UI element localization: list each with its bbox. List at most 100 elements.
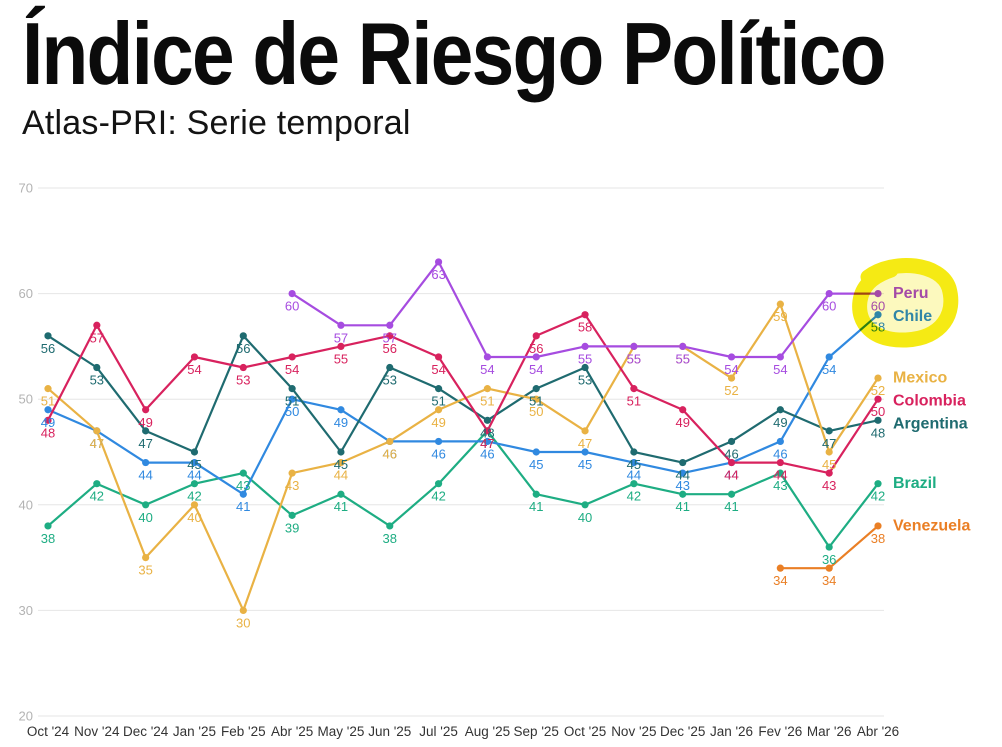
series-name-label-venezuela: Venezuela: [893, 517, 970, 534]
data-label-mexico: 55: [675, 351, 689, 366]
data-label-argentina: 51: [431, 394, 445, 409]
data-point-peru: [727, 353, 736, 361]
data-point-mexico: [93, 427, 101, 435]
data-point-colombia: [581, 311, 589, 319]
data-label-mexico: 35: [138, 563, 152, 578]
data-label-peru: 63: [431, 267, 445, 282]
data-label-mexico: 52: [724, 383, 738, 398]
data-point-colombia: [630, 385, 638, 393]
data-label-chile: 49: [41, 415, 55, 430]
data-point-chile: [239, 490, 247, 498]
data-labels-layer: 38 42 40 42 43 39 41 38 42 47 41 40 42 41 41 43 36 42 49 47…: [41, 267, 885, 630]
data-label-brazil: 43: [773, 478, 787, 493]
data-point-mexico: [776, 300, 784, 308]
data-label-argentina: 48: [871, 425, 885, 440]
data-point-brazil: [630, 480, 638, 488]
data-label-chile: 49: [334, 415, 348, 430]
data-point-brazil: [532, 490, 540, 498]
data-label-mexico: 59: [773, 309, 787, 324]
data-points-layer: [44, 258, 882, 615]
data-point-brazil: [337, 490, 345, 498]
data-label-argentina: 45: [187, 457, 201, 472]
data-label-argentina: 53: [383, 373, 397, 388]
data-point-argentina: [434, 385, 443, 393]
data-point-argentina: [483, 416, 492, 424]
data-label-chile: 50: [285, 404, 299, 419]
x-tick-label: Mar '26: [807, 724, 852, 739]
data-point-mexico: [190, 501, 199, 509]
series-name-label-argentina: Argentina: [893, 416, 968, 433]
data-point-colombia: [874, 395, 882, 403]
data-label-brazil: 42: [431, 489, 445, 504]
grid-layer: [38, 187, 884, 717]
data-point-chile: [679, 469, 687, 477]
series-line-mexico: [46, 303, 880, 612]
data-point-chile: [142, 458, 150, 467]
data-label-brazil: 41: [529, 499, 543, 514]
data-label-argentina: 51: [285, 394, 299, 409]
data-point-colombia: [288, 353, 296, 361]
data-label-peru: 60: [822, 299, 836, 314]
x-tick-label: Feb '25: [221, 724, 266, 739]
data-label-brazil: 38: [383, 531, 397, 546]
data-point-mexico: [434, 406, 443, 414]
x-tick-label: Dec '25: [660, 724, 705, 739]
x-tick-label: May '25: [318, 724, 365, 739]
x-tick-label: Oct '25: [564, 724, 606, 739]
data-label-chile: 44: [627, 468, 641, 483]
data-point-peru: [532, 353, 540, 361]
y-tick-label: 50: [19, 392, 33, 407]
series-line-colombia: [46, 313, 880, 475]
data-label-colombia: 54: [187, 362, 201, 377]
data-label-peru: 55: [675, 351, 689, 366]
data-label-mexico: 46: [383, 446, 397, 461]
data-label-colombia: 44: [724, 468, 738, 483]
data-label-colombia: 47: [480, 436, 494, 451]
data-label-colombia: 49: [675, 415, 689, 430]
data-label-mexico: 49: [431, 415, 445, 430]
data-label-mexico: 55: [627, 351, 641, 366]
data-point-brazil: [386, 522, 394, 530]
data-label-chile: 54: [822, 362, 836, 377]
data-label-brazil: 42: [627, 489, 641, 504]
data-point-brazil: [434, 480, 443, 488]
data-label-brazil: 40: [138, 510, 152, 525]
data-label-brazil: 42: [90, 489, 104, 504]
yellow-highlight-annotation: [852, 258, 959, 348]
data-label-colombia: 51: [627, 394, 641, 409]
axis-labels-layer: 20 30 40 50 60 70 Oct '24 Nov '24 Dec '24 Jan '25…: [19, 181, 900, 740]
data-label-peru: 54: [529, 362, 543, 377]
data-point-chile: [190, 458, 199, 467]
data-point-chile: [630, 458, 638, 467]
data-point-brazil: [679, 490, 687, 498]
data-label-chile: 46: [431, 446, 445, 461]
data-point-argentina: [386, 363, 394, 372]
data-label-peru: 54: [724, 362, 738, 377]
data-point-chile: [434, 437, 443, 446]
data-point-mexico: [581, 427, 589, 435]
chart-title: Índice de Riesgo Político: [22, 4, 886, 103]
data-label-brazil: 38: [41, 531, 55, 546]
data-point-peru: [825, 290, 833, 298]
data-label-mexico: 47: [578, 436, 592, 451]
data-label-argentina: 44: [675, 468, 689, 483]
data-point-peru: [483, 353, 492, 361]
data-point-brazil: [727, 490, 736, 498]
data-label-chile: 46: [480, 446, 494, 461]
data-label-chile: 47: [90, 436, 104, 451]
data-point-colombia: [190, 353, 199, 361]
data-point-colombia: [337, 342, 345, 350]
x-tick-label: Nov '25: [611, 724, 656, 739]
y-tick-label: 60: [19, 286, 33, 301]
data-point-argentina: [776, 406, 784, 414]
data-point-colombia: [483, 427, 492, 435]
data-label-peru: 55: [627, 351, 641, 366]
data-point-mexico: [44, 385, 52, 393]
data-label-colombia: 55: [334, 351, 348, 366]
data-point-brazil: [288, 511, 296, 519]
data-point-brazil: [190, 480, 199, 488]
data-label-colombia: 49: [138, 415, 152, 430]
data-point-brazil: [825, 543, 833, 551]
data-label-argentina: 45: [627, 457, 641, 472]
data-point-brazil: [776, 469, 784, 477]
